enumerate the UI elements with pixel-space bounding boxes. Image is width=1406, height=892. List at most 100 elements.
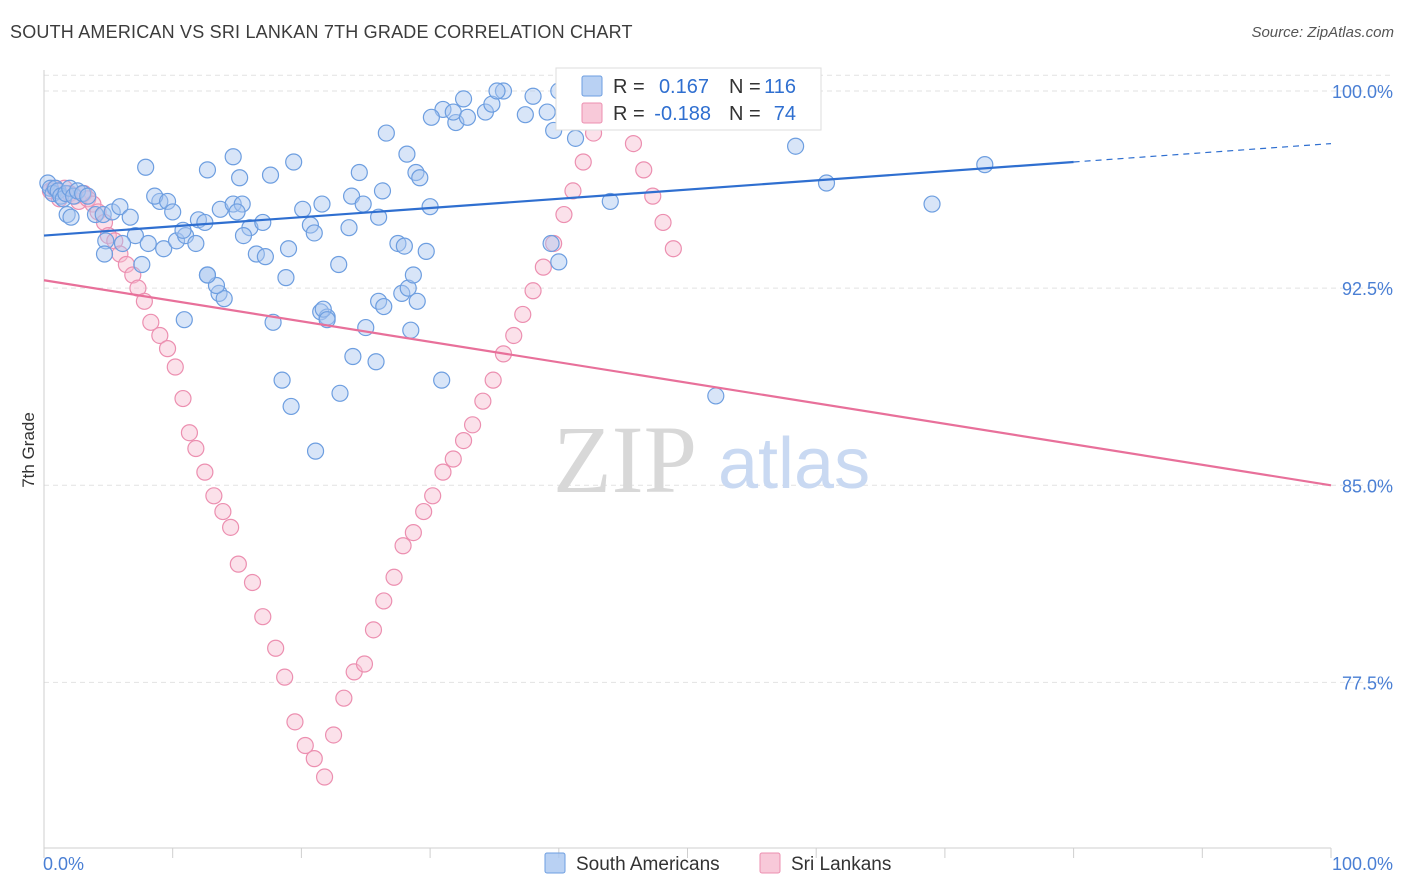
south-american-point [277, 269, 295, 287]
south-american-point [395, 237, 413, 255]
watermark-zip: ZIP [553, 406, 697, 513]
sri-lankan-point [454, 432, 473, 450]
bottom-legend-label-pink[interactable]: Sri Lankans [791, 854, 891, 875]
south-american-point [458, 108, 477, 126]
south-americans-trend-extension [1073, 142, 1332, 163]
south-american-point [367, 353, 385, 371]
y-tick-label: 92.5% [1342, 279, 1393, 299]
sri-lankan-point [324, 726, 343, 744]
sri-lankan-point [555, 205, 573, 224]
sri-lankan-point [444, 450, 462, 468]
south-american-point [331, 384, 349, 402]
south-american-point [305, 224, 323, 242]
south-american-point [137, 158, 155, 176]
south-american-point [294, 200, 312, 218]
south-american-point [155, 240, 173, 258]
south-american-point [483, 95, 501, 113]
sri-lankan-point [505, 326, 523, 345]
south-american-point [198, 161, 217, 179]
south-american-point [411, 169, 429, 187]
sri-lankan-point [524, 282, 542, 300]
chart-title: SOUTH AMERICAN VS SRI LANKAN 7TH GRADE C… [10, 22, 633, 42]
watermark-atlas: atlas [718, 424, 870, 504]
y-tick-label: 100.0% [1332, 82, 1393, 102]
south-american-point [234, 226, 253, 245]
south-american-point [516, 106, 534, 124]
sri-lankan-point [664, 240, 682, 258]
sri-lankan-point [534, 258, 552, 276]
sri-lankan-point [166, 358, 184, 376]
bottom-legend-swatch-pink[interactable] [759, 852, 781, 874]
south-american-point [422, 108, 440, 126]
correlation-legend: R = 0.167 N = 116 R = -0.188 N = 74 [555, 67, 822, 131]
south-american-point [375, 297, 393, 316]
south-american-point [601, 192, 619, 211]
south-american-point [542, 234, 560, 253]
south-american-point [261, 166, 280, 184]
south-american-point [373, 182, 392, 200]
sri-lankan-point [474, 392, 492, 410]
legend-swatch-pink [581, 102, 603, 124]
sri-lankan-point [180, 424, 199, 442]
south-american-point [433, 371, 451, 389]
south-american-point [306, 442, 325, 460]
sri-lankan-point [276, 668, 294, 686]
south-american-point [350, 163, 368, 182]
south-american-point [399, 279, 417, 297]
south-american-point [95, 245, 114, 263]
south-american-point [62, 208, 80, 226]
south-american-point [121, 208, 139, 226]
sri-lankan-point [415, 502, 433, 521]
sri-lankan-point [514, 305, 532, 324]
south-american-point [167, 232, 186, 250]
legend-n-value-blue: 116 [764, 76, 796, 98]
south-american-point [404, 266, 422, 284]
y-tick-label: 85.0% [1342, 476, 1393, 496]
bottom-legend-label-blue[interactable]: South Americans [576, 854, 720, 875]
south-american-point [97, 232, 115, 250]
bottom-legend-swatch-blue[interactable] [544, 852, 566, 874]
series-legend: South Americans Sri Lankans [544, 852, 891, 875]
sri-lankans-trend-line [43, 279, 1332, 487]
sri-lankan-point [385, 568, 403, 586]
south-american-point [196, 213, 214, 232]
south-american-point [133, 255, 151, 274]
south-american-point [231, 169, 249, 187]
south-american-point [187, 234, 205, 253]
south-american-point [370, 292, 388, 310]
south-americans-points [39, 82, 994, 460]
sri-lankan-point [364, 621, 383, 639]
legend-r-label-blue: R = [613, 76, 645, 98]
south-american-point [330, 255, 348, 274]
sri-lankan-point [624, 134, 643, 153]
south-american-point [566, 129, 585, 147]
sri-lankan-point [187, 439, 205, 458]
south-american-point [175, 311, 193, 329]
sri-lankan-point [158, 340, 177, 358]
y-tick-label: 77.5% [1342, 673, 1393, 693]
sri-lankan-point [574, 153, 592, 171]
legend-r-value-blue: 0.167 [659, 76, 709, 98]
south-american-point [417, 242, 435, 260]
sri-lankan-point [315, 768, 334, 786]
south-american-point [282, 397, 300, 416]
south-american-point [787, 137, 805, 155]
south-american-point [254, 213, 272, 232]
south-american-point [976, 156, 994, 174]
south-american-point [198, 266, 217, 284]
source-label: Source: ZipAtlas.com [1251, 24, 1394, 41]
sri-lankan-point [196, 463, 214, 481]
sri-lankan-point [434, 463, 452, 481]
sri-lankan-point [654, 213, 672, 232]
sri-lankan-point [375, 592, 393, 610]
south-american-point [488, 82, 506, 100]
south-american-point [402, 321, 420, 339]
south-american-point [113, 234, 132, 253]
grid-lines [44, 74, 1393, 683]
sri-lankan-point [564, 182, 582, 200]
south-americans-trend-line [43, 160, 1074, 237]
sri-lankan-point [214, 502, 232, 521]
sri-lankan-point [222, 518, 240, 536]
south-american-point [313, 195, 331, 213]
